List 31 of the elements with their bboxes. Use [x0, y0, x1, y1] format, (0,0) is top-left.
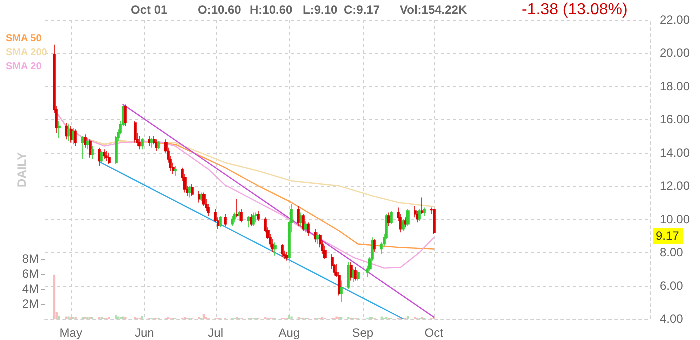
text: C:9.17 — [344, 3, 380, 17]
text: L:9.10 — [303, 3, 338, 17]
text: Vol:154.22K — [400, 3, 468, 17]
x-tick-label: Aug — [278, 326, 300, 340]
y-tick-label: 20.00 — [660, 46, 690, 60]
text: SMA 200 — [6, 48, 48, 58]
text: SMA 50 — [6, 34, 42, 44]
x-tick-label: Jul — [208, 326, 224, 340]
y-tick-label: 4.00 — [660, 312, 684, 326]
y-tick-label: 14.00 — [660, 146, 690, 160]
y2-tick-label: 2M — [22, 297, 39, 312]
y-tick-label: 12.00 — [660, 179, 690, 194]
y2-tick-label: 8M — [22, 252, 39, 266]
y-tick-label: 22.00 — [660, 13, 690, 27]
x-tick-label: May — [60, 326, 82, 340]
x-tick-label: Oct — [424, 326, 444, 340]
text: -1.38 (13.08%) — [522, 2, 628, 18]
text: 9.17 — [656, 229, 680, 243]
text: H:10.60 — [250, 3, 294, 17]
text: Oct 01 — [131, 3, 168, 17]
text: SMA 20 — [6, 62, 42, 72]
text: O:10.60 — [198, 3, 242, 17]
y-tick-label: 16.00 — [660, 112, 690, 127]
y2-tick-label: 6M — [22, 267, 39, 282]
y-tick-label: 18.00 — [660, 79, 690, 94]
x-tick-label: Jun — [134, 326, 154, 340]
x-tick-label: Sep — [352, 326, 374, 340]
y-tick-label: 6.00 — [660, 278, 684, 293]
y2-tick-label: 4M — [22, 282, 39, 296]
y-tick-label: 10.00 — [660, 212, 690, 226]
y-tick-label: 8.00 — [660, 246, 684, 260]
